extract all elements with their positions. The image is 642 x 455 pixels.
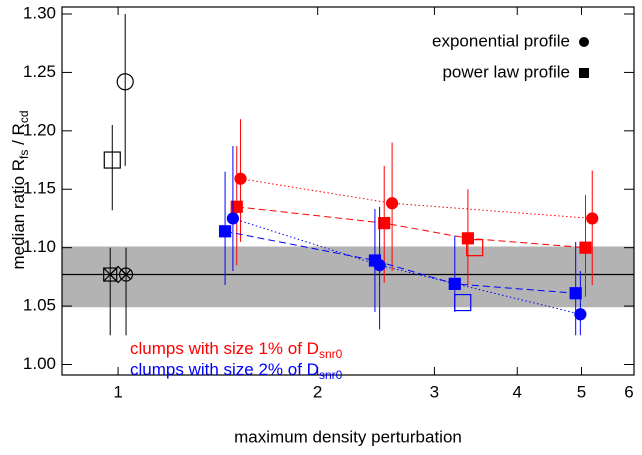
- annotation-text: clumps with size 1% of D: [130, 339, 319, 358]
- band: [62, 246, 634, 308]
- marker: [378, 217, 391, 230]
- marker: [579, 241, 592, 254]
- x-tick-label: 5: [577, 382, 586, 401]
- annotation-sub: snr0: [319, 347, 343, 361]
- marker: [230, 200, 243, 213]
- legend-marker: [579, 37, 589, 47]
- legend-label: exponential profile: [432, 31, 570, 50]
- y-tick-label: 1.15: [23, 179, 56, 198]
- legend-marker: [579, 68, 589, 78]
- annotation: clumps with size 1% of Dsnr0: [130, 339, 343, 361]
- marker: [569, 287, 582, 300]
- x-tick-label: 6: [624, 382, 633, 401]
- marker: [118, 267, 134, 282]
- plot-frame: [61, 6, 635, 376]
- series-line: [236, 206, 586, 249]
- legend-label: power law profile: [442, 62, 570, 81]
- marker: [466, 239, 484, 257]
- marker: [461, 232, 475, 245]
- annotation: clumps with size 2% of Dsnr0: [130, 360, 343, 382]
- x-tick-label: 4: [513, 382, 522, 401]
- legend-symbol: [579, 68, 589, 78]
- series-line: [240, 178, 593, 219]
- y-tick-label: 1.20: [23, 120, 56, 139]
- x-tick-label: 3: [430, 382, 439, 401]
- y-axis-label-sub: cd: [17, 110, 31, 123]
- y-tick-label: 1.30: [23, 3, 56, 22]
- y-tick-label: 1.00: [23, 354, 56, 373]
- y-tick-label: 1.05: [23, 296, 56, 315]
- marker: [448, 277, 461, 290]
- x-axis-label: maximum density perturbation: [234, 427, 462, 446]
- legend-symbol: [579, 37, 589, 47]
- y-axis-label-part: / R: [9, 123, 28, 149]
- marker: [586, 212, 599, 225]
- marker: [103, 151, 121, 169]
- marker: [368, 254, 382, 267]
- marker: [234, 172, 247, 185]
- marker: [218, 225, 232, 238]
- y-axis-label-part: median ratio R: [9, 159, 28, 270]
- marker: [116, 73, 134, 91]
- marker: [226, 212, 240, 225]
- marker: [103, 267, 118, 282]
- marker-cross: [121, 269, 132, 280]
- x-tick-label: 2: [313, 382, 322, 401]
- annotation-sub: snr0: [319, 368, 343, 382]
- marker: [454, 293, 472, 312]
- x-tick-label: 1: [113, 382, 122, 401]
- y-axis-label-sub: fs: [17, 150, 31, 159]
- annotation-text: clumps with size 2% of D: [130, 360, 319, 379]
- y-axis-label: median ratio Rfs / Rcd: [9, 110, 31, 269]
- marker: [574, 308, 587, 321]
- y-tick-label: 1.25: [23, 62, 56, 81]
- plot-area: [62, 14, 634, 336]
- marker: [386, 197, 399, 210]
- y-tick-label: 1.10: [23, 237, 56, 256]
